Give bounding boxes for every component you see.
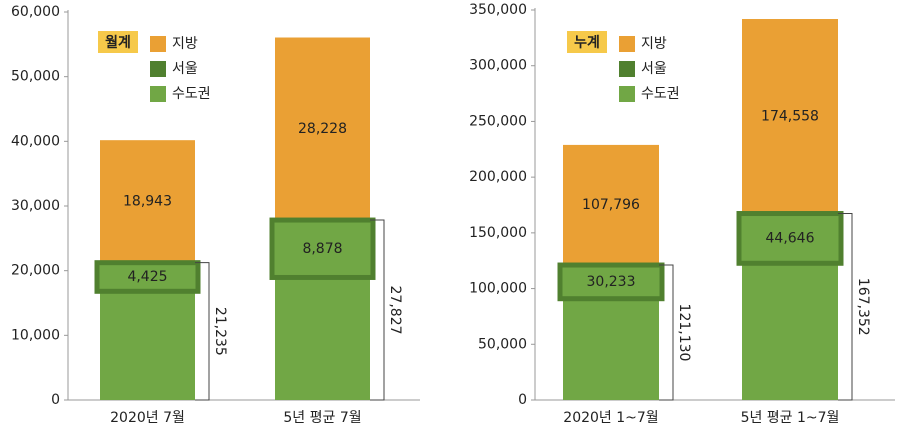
bar-segment [563, 144, 659, 266]
y-tick-label: 100,000 [469, 281, 527, 297]
bracket [195, 262, 210, 401]
value-label: 8,878 [302, 241, 342, 257]
y-tick-label: 50,000 [11, 69, 60, 85]
legend-swatch [619, 86, 635, 102]
value-label: 174,558 [761, 108, 819, 124]
bar-segment [275, 37, 370, 221]
y-tick-label: 200,000 [469, 169, 527, 185]
legend-swatch [150, 61, 166, 77]
bar-highlight [736, 211, 844, 266]
y-tick-label: 40,000 [11, 133, 60, 149]
x-tick-label: 2020년 1~7월 [563, 410, 658, 426]
legend-swatch [619, 61, 635, 77]
bar-segment [100, 140, 195, 263]
value-label: 21,235 [212, 307, 228, 356]
x-tick-label: 5년 평균 7월 [283, 410, 361, 426]
bar-highlight [269, 217, 376, 280]
bracket [370, 219, 385, 401]
legend-label: 서울 [641, 61, 667, 77]
legend-label: 수도권 [641, 86, 680, 102]
value-label: 121,130 [676, 304, 692, 362]
legend-title-bg [567, 31, 607, 53]
y-tick-label: 350,000 [469, 2, 527, 18]
value-label: 27,827 [387, 286, 403, 335]
bar-highlight [557, 262, 665, 302]
value-label: 107,796 [582, 197, 640, 213]
legend-title: 누계 [574, 35, 600, 51]
bar-segment [742, 19, 838, 214]
value-label: 4,425 [127, 269, 167, 285]
bracket [659, 264, 674, 401]
x-tick-label: 5년 평균 1~7월 [741, 410, 840, 426]
bracket [838, 213, 853, 401]
value-label: 18,943 [123, 193, 172, 209]
y-tick-label: 60,000 [11, 4, 60, 20]
legend-title: 월계 [105, 34, 131, 51]
legend-swatch [150, 36, 166, 52]
y-tick-label: 250,000 [469, 113, 527, 129]
legend-label: 지방 [641, 36, 667, 52]
legend-label: 지방 [172, 36, 198, 52]
legend-label: 수도권 [172, 86, 211, 102]
bar-highlight [94, 260, 201, 294]
legend-title-bg [98, 31, 138, 53]
y-tick-label: 300,000 [469, 58, 527, 74]
y-tick-label: 150,000 [469, 225, 527, 241]
y-tick-label: 30,000 [11, 198, 60, 214]
y-tick-label: 0 [51, 392, 60, 408]
value-label: 30,233 [587, 274, 636, 290]
y-tick-label: 20,000 [11, 263, 60, 279]
value-label: 44,646 [766, 230, 815, 246]
value-label: 167,352 [855, 278, 871, 336]
x-tick-label: 2020년 7월 [110, 410, 185, 426]
y-tick-label: 10,000 [11, 327, 60, 343]
value-label: 28,228 [298, 121, 347, 137]
y-tick-label: 50,000 [478, 336, 527, 352]
y-tick-label: 0 [518, 392, 527, 408]
legend-swatch [619, 36, 635, 52]
legend-label: 서울 [172, 61, 198, 77]
legend-swatch [150, 86, 166, 102]
